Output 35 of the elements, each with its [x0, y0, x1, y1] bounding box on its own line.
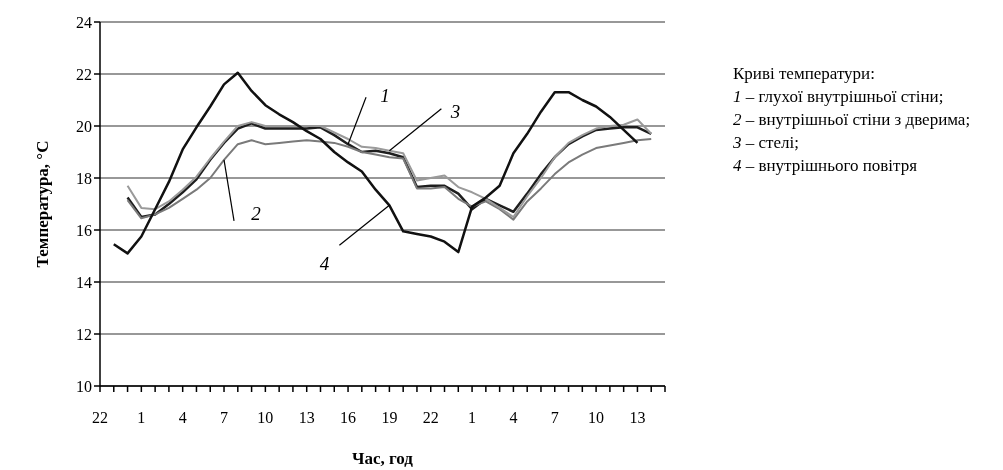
- y-tick-label: 22: [76, 65, 92, 83]
- x-tick-label: 1: [137, 409, 146, 427]
- x-tick-label: 7: [220, 409, 229, 427]
- annotation: 2: [251, 203, 262, 225]
- y-tick-label: 20: [76, 117, 92, 135]
- x-tick-label: 22: [422, 409, 439, 427]
- x-tick-label: 4: [509, 409, 518, 427]
- x-tick-label: 10: [588, 409, 605, 427]
- y-tick-label: 24: [76, 13, 92, 31]
- x-axis-title: Час, год: [352, 449, 414, 468]
- text: 4 – внутрішнього повітря: [733, 155, 919, 177]
- text: 2 – внутрішньої стіни з дверима;: [733, 109, 972, 131]
- line-series: [126, 138, 653, 221]
- x-tick-label: 16: [340, 409, 357, 427]
- annotation: 3: [449, 101, 461, 123]
- x-tick-label: 13: [629, 409, 646, 427]
- x-tick-label: 1: [468, 409, 477, 427]
- x-tick-label: 13: [298, 409, 315, 427]
- annotation: 1: [380, 84, 390, 106]
- x-tick-label: 22: [92, 409, 108, 427]
- y-tick-label: 12: [76, 325, 92, 343]
- x-tick-label: 7: [550, 409, 559, 427]
- x-tick-label: 10: [257, 409, 274, 427]
- y-axis-title: Температура, °C: [33, 140, 53, 268]
- x-tick-label: 19: [381, 409, 398, 427]
- annotation: 4: [319, 252, 330, 274]
- y-tick-label: 18: [76, 169, 92, 187]
- x-tick-label: 4: [178, 409, 187, 427]
- text: 3 – стелі;: [733, 132, 800, 154]
- line-series: [112, 71, 639, 255]
- y-tick-label: 10: [76, 377, 92, 395]
- text: 1 – глухої внутрішньої стіни;: [733, 86, 945, 108]
- text: Криві температури:: [733, 63, 876, 85]
- y-tick-label: 14: [76, 273, 92, 291]
- y-tick-label: 16: [76, 221, 92, 239]
